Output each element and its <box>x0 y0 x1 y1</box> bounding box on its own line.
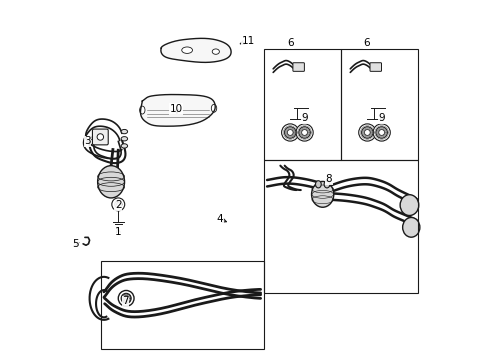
Text: 3: 3 <box>84 136 91 146</box>
Polygon shape <box>161 39 231 62</box>
Ellipse shape <box>324 181 329 188</box>
Circle shape <box>115 201 122 208</box>
Text: 9: 9 <box>377 113 384 123</box>
Circle shape <box>281 124 298 141</box>
Ellipse shape <box>182 47 192 53</box>
Bar <box>101 261 264 348</box>
Circle shape <box>372 124 389 141</box>
Text: 9: 9 <box>301 113 307 123</box>
Text: 8: 8 <box>325 174 331 184</box>
Text: 5: 5 <box>72 239 79 249</box>
Polygon shape <box>140 95 215 126</box>
Circle shape <box>295 124 312 141</box>
Text: 1: 1 <box>115 227 122 237</box>
Ellipse shape <box>97 134 103 140</box>
Bar <box>341 49 418 160</box>
Circle shape <box>287 130 292 135</box>
Text: 2: 2 <box>115 200 122 210</box>
FancyBboxPatch shape <box>92 129 108 145</box>
Ellipse shape <box>139 106 144 114</box>
Ellipse shape <box>402 217 419 237</box>
Text: 6: 6 <box>286 38 293 48</box>
FancyBboxPatch shape <box>369 63 381 71</box>
Circle shape <box>361 127 372 138</box>
Ellipse shape <box>211 104 216 112</box>
Ellipse shape <box>315 181 321 188</box>
Text: 11: 11 <box>241 36 254 46</box>
Circle shape <box>375 127 386 138</box>
Ellipse shape <box>98 166 124 198</box>
Circle shape <box>364 130 369 135</box>
Text: 4: 4 <box>216 215 223 224</box>
Text: 7: 7 <box>122 296 128 306</box>
Text: 6: 6 <box>363 38 369 48</box>
Ellipse shape <box>212 49 219 54</box>
Ellipse shape <box>121 144 127 148</box>
Circle shape <box>121 293 131 303</box>
Ellipse shape <box>121 130 127 134</box>
Bar <box>264 160 418 293</box>
Circle shape <box>284 127 295 138</box>
Circle shape <box>298 127 310 138</box>
Circle shape <box>301 130 307 135</box>
Circle shape <box>358 124 375 141</box>
Ellipse shape <box>311 181 333 207</box>
Bar <box>264 49 341 160</box>
Ellipse shape <box>121 136 127 141</box>
Ellipse shape <box>399 195 418 216</box>
Circle shape <box>118 291 134 306</box>
FancyBboxPatch shape <box>292 63 304 71</box>
Text: 10: 10 <box>169 104 183 114</box>
Circle shape <box>378 130 384 135</box>
Circle shape <box>112 198 124 211</box>
